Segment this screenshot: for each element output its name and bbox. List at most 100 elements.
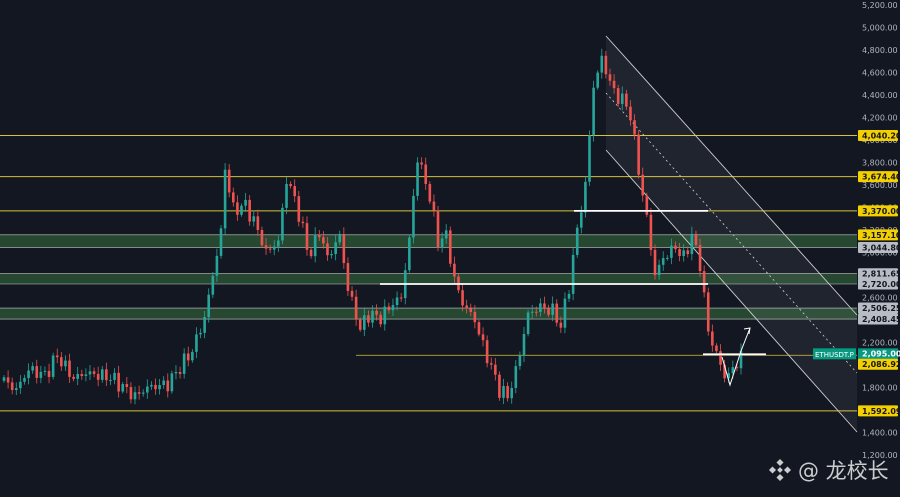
candle-34 [141, 389, 145, 397]
candle-122 [502, 378, 505, 405]
candle-69 [285, 176, 288, 215]
candle-35 [146, 379, 149, 399]
candle-163 [670, 238, 673, 265]
candle-47 [195, 327, 198, 359]
candle-145 [596, 70, 599, 90]
candle-26 [109, 374, 112, 386]
candle-90 [371, 305, 374, 328]
candle-45 [186, 346, 190, 367]
candle-105 [432, 194, 436, 217]
candle-130 [534, 306, 538, 317]
candle-138 [567, 290, 571, 303]
candle-159 [653, 244, 657, 280]
candle-116 [477, 319, 481, 337]
candle-114 [469, 303, 473, 317]
candle-167 [686, 246, 690, 258]
descending-channel [605, 35, 858, 433]
candle-168 [690, 226, 694, 261]
candle-161 [661, 251, 665, 271]
candle-136 [559, 316, 563, 333]
candle-95 [391, 298, 395, 316]
candle-71 [293, 179, 297, 203]
candle-106 [436, 206, 440, 252]
candle-171 [702, 265, 706, 298]
y-tick-label: 1,400.00 [862, 429, 898, 438]
svg-text:3,157.10: 3,157.10 [862, 231, 900, 240]
candle-66 [272, 240, 276, 256]
candle-147 [604, 50, 608, 79]
candle-28 [117, 365, 120, 398]
candle-110 [453, 256, 456, 283]
candle-38 [158, 379, 161, 395]
candle-33 [137, 385, 141, 400]
candle-43 [178, 366, 182, 379]
candle-89 [367, 310, 370, 327]
candle-124 [510, 381, 514, 404]
svg-text:2,506.25: 2,506.25 [862, 304, 900, 313]
candle-126 [518, 351, 522, 370]
candle-155 [637, 130, 640, 179]
candle-148 [608, 68, 612, 86]
candle-79 [326, 237, 329, 261]
candle-150 [616, 84, 620, 107]
zone-price-tag-3: 2,720.00 [858, 278, 900, 290]
candle-36 [150, 381, 153, 390]
y-tick-label: 2,600.00 [862, 294, 898, 303]
candle-102 [420, 157, 423, 170]
svg-text:3,674.40: 3,674.40 [862, 173, 900, 182]
y-tick-label: 5,000.00 [862, 24, 898, 33]
candle-133 [547, 304, 550, 318]
candle-70 [289, 181, 292, 189]
y-tick-label: 4,400.00 [862, 91, 898, 100]
svg-text:2,086.92: 2,086.92 [862, 360, 900, 369]
projection-path [721, 327, 751, 387]
candle-76 [313, 227, 317, 263]
candle-51 [211, 271, 215, 299]
zone-price-tag-0: 3,157.10 [858, 229, 900, 241]
candle-108 [444, 224, 448, 244]
candle-109 [448, 226, 452, 268]
candle-135 [555, 299, 559, 327]
candle-2 [10, 377, 14, 395]
candle-144 [592, 80, 595, 142]
candle-160 [657, 259, 661, 280]
watermark-text: @ 龙校长 [798, 459, 889, 483]
candle-80 [330, 250, 333, 259]
channel-fill [606, 36, 857, 432]
candle-128 [526, 309, 530, 337]
candle-16 [68, 353, 71, 383]
candle-6 [27, 363, 30, 385]
candle-42 [174, 365, 178, 380]
candle-59 [244, 192, 247, 212]
price-axis[interactable]: 1,200.001,400.001,600.001,800.002,000.00… [813, 1, 900, 460]
candle-44 [182, 348, 186, 379]
candle-21 [88, 364, 92, 380]
svg-text:2,408.45: 2,408.45 [862, 315, 900, 324]
candle-81 [334, 235, 337, 261]
candle-87 [358, 317, 362, 332]
svg-text:3,044.80: 3,044.80 [862, 243, 900, 252]
candlestick-series [2, 48, 743, 405]
candle-18 [76, 366, 79, 386]
candle-29 [121, 381, 125, 394]
channel-top-line [605, 35, 858, 316]
candle-68 [281, 203, 284, 245]
candle-72 [297, 190, 301, 227]
y-tick-label: 4,800.00 [862, 46, 898, 55]
candle-94 [387, 302, 391, 314]
candle-156 [641, 167, 645, 202]
candle-131 [539, 298, 542, 317]
annotations [380, 209, 766, 387]
candle-37 [154, 378, 157, 395]
candle-61 [252, 210, 256, 227]
candle-23 [96, 366, 100, 387]
candle-65 [268, 244, 272, 253]
candle-62 [256, 209, 260, 236]
candle-169 [694, 230, 698, 248]
candle-120 [494, 358, 497, 381]
candle-40 [166, 373, 170, 398]
candle-170 [698, 238, 702, 277]
binance-logo-icon [768, 458, 792, 482]
candle-30 [125, 377, 129, 394]
